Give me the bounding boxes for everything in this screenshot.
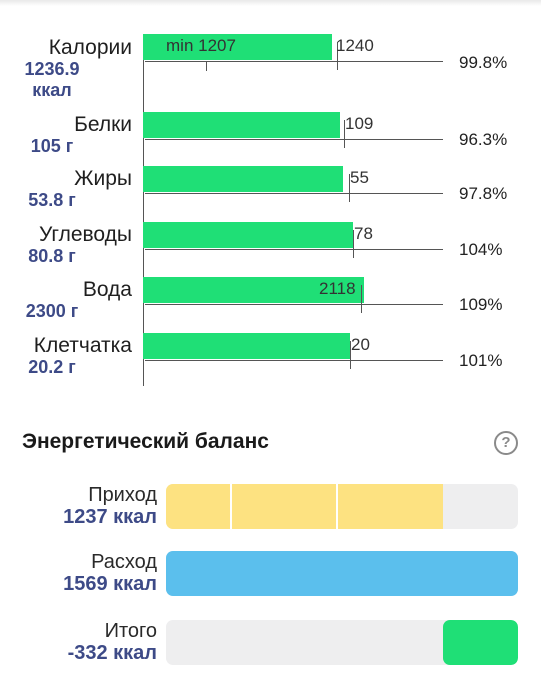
nutrient-bar <box>143 277 364 303</box>
energy-row-label: Приход <box>88 484 157 506</box>
nutrient-target-tick <box>361 285 362 313</box>
nutrient-target-tick <box>350 341 351 369</box>
nutrient-row[interactable]: Клетчатка 20.2 г 20 101% <box>0 333 541 389</box>
nutrient-row[interactable]: Белки 105 г 109 96.3% <box>0 112 541 168</box>
nutrient-name: Белки <box>74 113 132 136</box>
nutrient-amount: 53.8 г <box>28 190 76 210</box>
nutrient-bar <box>143 222 353 248</box>
energy-bar-fill <box>166 484 443 529</box>
nutrient-target-label: 1240 <box>336 36 374 55</box>
nutrient-bar <box>143 166 343 192</box>
nutrient-name: Калории <box>48 36 132 59</box>
nutrient-unit: ккал <box>32 80 72 100</box>
top-divider <box>0 0 541 6</box>
nutrient-percent: 101% <box>459 351 503 370</box>
nutrient-amount: 105 г <box>30 136 74 156</box>
nutrient-percent: 99.8% <box>459 53 508 72</box>
energy-bar-fill <box>443 620 518 665</box>
energy-bar-track <box>166 551 518 596</box>
nutrient-percent: 97.8% <box>459 184 508 203</box>
energy-bar-segment-divider <box>336 484 338 529</box>
nutrient-min-label: min 1207 <box>166 36 236 55</box>
question-circle-icon[interactable]: ? <box>494 431 518 455</box>
nutrient-row[interactable]: Калории 1236.9 ккал 1240 min 1207 99.8% <box>0 34 541 100</box>
nutrient-target-label: 2118 <box>319 279 356 298</box>
nutrient-name: Клетчатка <box>33 334 132 357</box>
nutrient-target-tick <box>353 230 354 258</box>
energy-row-value: 1237 ккал <box>63 506 157 528</box>
energy-row-label: Итого <box>104 620 157 642</box>
nutrient-row[interactable]: Вода 2300 г 2118 109% <box>0 277 541 333</box>
energy-row[interactable]: Расход 1569 ккал <box>0 551 541 599</box>
nutrient-min-tick <box>206 61 207 71</box>
energy-bar-track <box>166 620 518 665</box>
nutrient-target-label: 20 <box>351 335 370 354</box>
nutrient-track-line <box>145 249 443 250</box>
nutrient-target-label: 78 <box>354 224 373 243</box>
nutrient-track-line <box>145 61 443 62</box>
nutrient-target-tick <box>344 120 345 148</box>
energy-row-value: -332 ккал <box>67 642 157 664</box>
nutrient-target-label: 109 <box>345 114 374 133</box>
nutrient-bar <box>143 34 332 60</box>
nutrient-row[interactable]: Жиры 53.8 г 55 97.8% <box>0 166 541 222</box>
nutrient-amount: 80.8 г <box>28 246 76 266</box>
nutrient-percent: 109% <box>459 295 503 314</box>
nutrient-percent: 104% <box>459 240 503 259</box>
nutrient-amount: 1236.9 <box>24 59 80 79</box>
nutrient-target-tick <box>349 174 350 202</box>
energy-row[interactable]: Приход 1237 ккал <box>0 484 541 532</box>
nutrient-track-line <box>145 139 443 140</box>
energy-row-label: Расход <box>91 551 157 573</box>
chart-axis-line <box>143 34 144 386</box>
nutrient-amount: 20.2 г <box>28 357 76 377</box>
energy-row[interactable]: Итого -332 ккал <box>0 620 541 668</box>
section-title-energy-balance: Энергетический баланс <box>22 430 269 453</box>
nutrient-target-label: 55 <box>350 168 369 187</box>
nutrient-name: Вода <box>82 278 132 301</box>
nutrient-track-line <box>145 360 443 361</box>
nutrient-name: Углеводы <box>38 223 132 246</box>
energy-row-value: 1569 ккал <box>63 573 157 595</box>
nutrient-track-line <box>145 304 443 305</box>
nutrient-percent: 96.3% <box>459 130 508 149</box>
nutrient-bar <box>143 333 350 359</box>
energy-bar-fill <box>166 551 518 596</box>
nutrient-name: Жиры <box>74 167 132 190</box>
nutrient-track-line <box>145 193 443 194</box>
nutrient-target-tick <box>337 42 338 70</box>
energy-bar-segment-divider <box>230 484 232 529</box>
nutrient-bar <box>143 112 340 138</box>
energy-bar-track <box>166 484 518 529</box>
nutrient-amount: 2300 г <box>25 301 79 321</box>
nutrient-row[interactable]: Углеводы 80.8 г 78 104% <box>0 222 541 278</box>
